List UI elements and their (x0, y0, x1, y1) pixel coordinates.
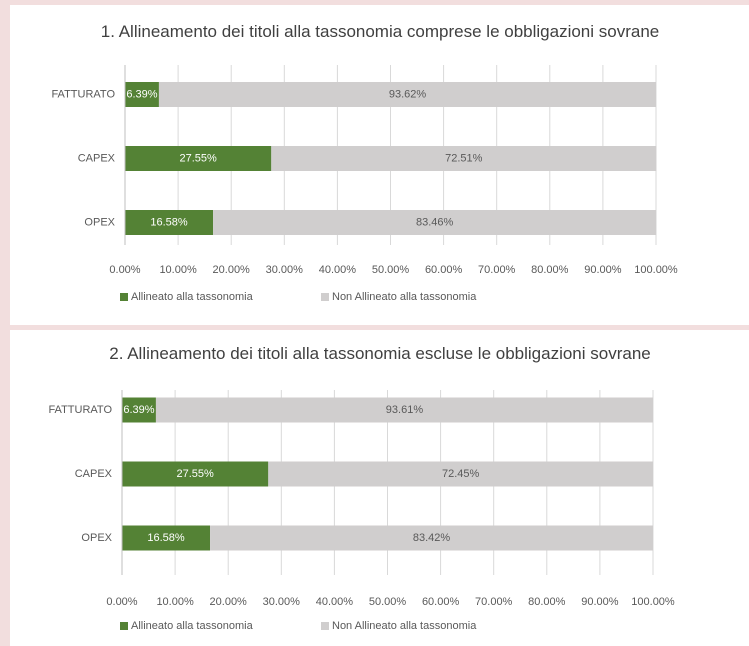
bar-segment (125, 146, 272, 171)
x-tick-label: 30.00% (266, 264, 304, 276)
bar-segment (210, 525, 653, 551)
x-tick-label: 80.00% (528, 596, 566, 608)
x-tick-label: 80.00% (531, 264, 569, 276)
data-label: 83.46% (416, 216, 454, 228)
legend-swatch (120, 622, 128, 630)
x-tick-label: 100.00% (634, 264, 678, 276)
y-tick-label: CAPEX (78, 152, 116, 164)
bar-segment (125, 210, 214, 235)
y-tick-label: CAPEX (75, 468, 113, 480)
legend-label: Non Allineato alla tassonomia (332, 620, 477, 632)
x-tick-label: 30.00% (263, 596, 301, 608)
bar-segment (122, 461, 269, 487)
chart-panel: 0.00% 10.00% 20.00% 30.00% 40.00% 50.00% 60.00… (10, 5, 749, 325)
y-tick-label: OPEX (84, 216, 115, 228)
x-tick-label: 50.00% (372, 264, 410, 276)
legend-swatch (321, 622, 329, 630)
x-tick-label: 90.00% (581, 596, 619, 608)
data-label: 6.39% (123, 404, 154, 416)
bar-segment (271, 146, 657, 171)
x-tick-label: 0.00% (106, 596, 137, 608)
bar-segment (122, 525, 211, 551)
legend-swatch (321, 293, 329, 301)
legend-label: Non Allineato alla tassonomia (332, 291, 477, 303)
bar-segment (268, 461, 653, 487)
x-tick-label: 60.00% (422, 596, 460, 608)
x-tick-label: 40.00% (319, 264, 357, 276)
x-tick-label: 20.00% (213, 264, 251, 276)
x-tick-label: 0.00% (109, 264, 140, 276)
bar-segment (122, 397, 156, 423)
x-tick-label: 70.00% (475, 596, 513, 608)
data-label: 83.42% (413, 532, 451, 544)
x-tick-label: 10.00% (159, 264, 197, 276)
legend-swatch (120, 293, 128, 301)
x-tick-label: 70.00% (478, 264, 516, 276)
chart: 0.00% 10.00% 20.00% 30.00% 40.00% 50.00% 60.00… (51, 65, 678, 303)
y-tick-label: FATTURATO (51, 88, 115, 100)
legend-label: Allineato alla tassonomia (131, 620, 254, 632)
bar-segment (213, 210, 657, 235)
bar-segment (158, 82, 657, 107)
x-tick-label: 100.00% (631, 596, 675, 608)
chart-title: 1. Allineamento dei titoli alla tassonom… (100, 22, 660, 41)
data-label: 93.62% (389, 88, 427, 100)
data-label: 16.58% (147, 532, 185, 544)
x-tick-label: 40.00% (316, 596, 354, 608)
chart-panel: 0.00% 10.00% 20.00% 30.00% 40.00% 50.00% 60.00… (10, 330, 749, 646)
x-tick-label: 10.00% (156, 596, 194, 608)
data-label: 27.55% (176, 468, 214, 480)
x-tick-label: 90.00% (584, 264, 622, 276)
data-label: 72.51% (445, 152, 483, 164)
bar-segment (125, 82, 159, 107)
y-tick-label: OPEX (81, 532, 112, 544)
x-tick-label: 50.00% (369, 596, 407, 608)
data-label: 16.58% (150, 216, 188, 228)
x-tick-label: 60.00% (425, 264, 463, 276)
data-label: 27.55% (179, 152, 217, 164)
chart: 0.00% 10.00% 20.00% 30.00% 40.00% 50.00% 60.00… (48, 390, 675, 632)
data-label: 93.61% (386, 404, 424, 416)
bar-segment (155, 397, 653, 423)
data-label: 6.39% (126, 88, 157, 100)
x-tick-label: 20.00% (210, 596, 248, 608)
y-tick-label: FATTURATO (48, 404, 112, 416)
chart-title: 2. Allineamento dei titoli alla tassonom… (109, 344, 651, 363)
data-label: 72.45% (442, 468, 480, 480)
legend-label: Allineato alla tassonomia (131, 291, 254, 303)
